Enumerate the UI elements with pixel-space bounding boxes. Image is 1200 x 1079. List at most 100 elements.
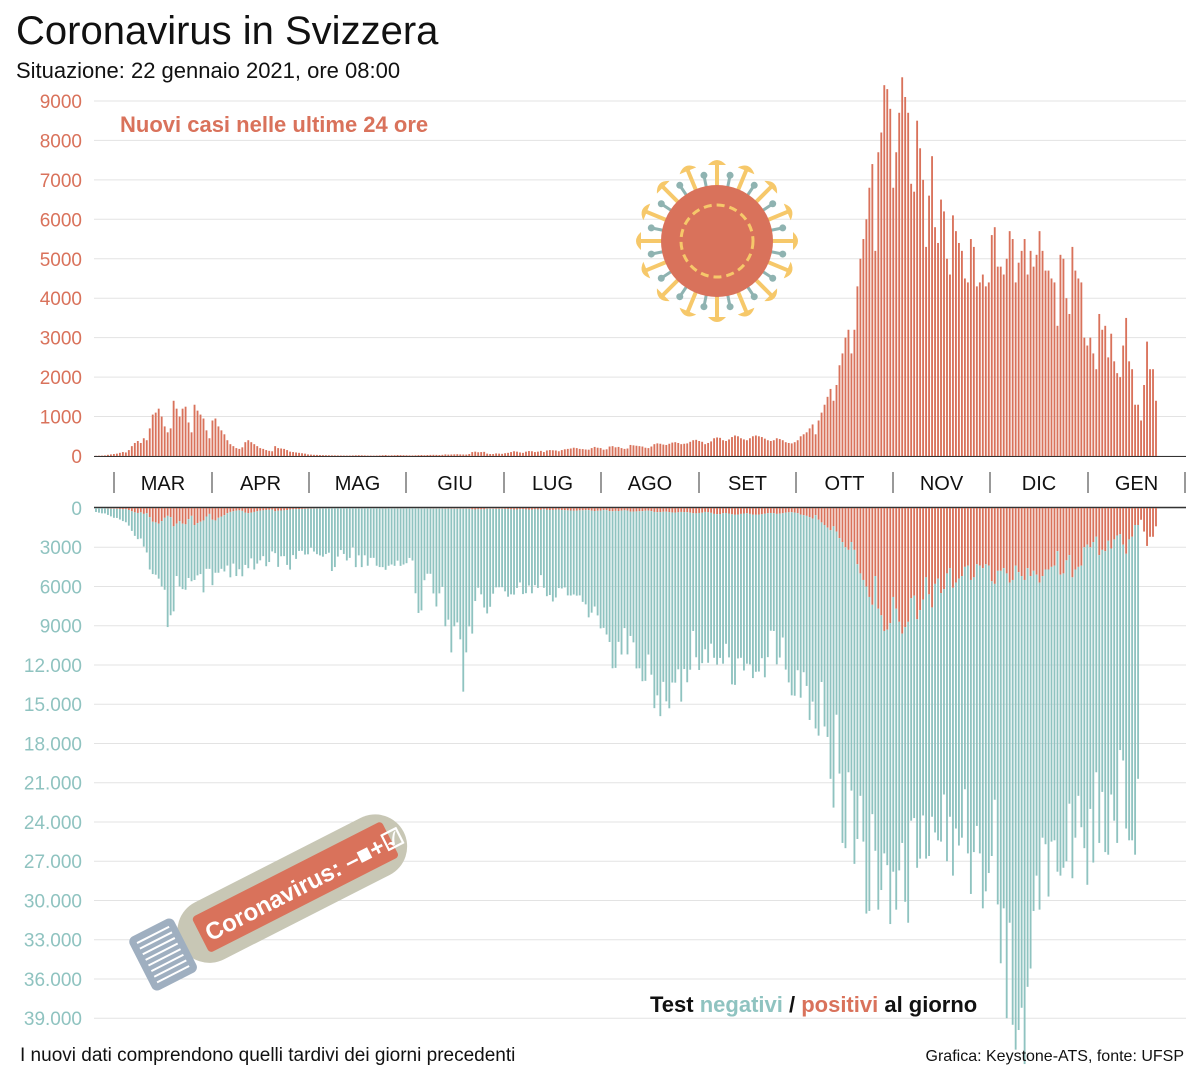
lower-y-tick-label: 30.000 — [24, 891, 82, 912]
bar-test-positivi — [781, 508, 784, 514]
bar-nuovi-casi — [919, 148, 922, 457]
bar-nuovi-casi — [913, 191, 916, 456]
bar-test-positivi — [280, 508, 283, 511]
bar-test-positivi — [916, 508, 919, 620]
bar-test-negativi — [217, 517, 220, 573]
bar-test-positivi — [614, 508, 617, 511]
bar-test-negativi — [778, 513, 781, 658]
bar-test-negativi — [581, 510, 584, 602]
bar-nuovi-casi — [148, 428, 151, 456]
bar-test-negativi — [118, 509, 121, 520]
bar-nuovi-casi — [823, 404, 826, 456]
bar-test-negativi — [653, 511, 656, 709]
bar-nuovi-casi — [274, 446, 277, 456]
bar-nuovi-casi — [972, 246, 975, 456]
bar-nuovi-casi — [952, 215, 954, 456]
bar-test-positivi — [1023, 508, 1026, 580]
bar-test-negativi — [922, 599, 925, 816]
bar-test-positivi — [847, 508, 850, 550]
bar-test-positivi — [805, 508, 808, 516]
bar-test-negativi — [566, 510, 569, 596]
bar-nuovi-casi — [492, 454, 495, 456]
lower-y-tick-label: 18.000 — [24, 734, 82, 755]
bar-test-positivi — [1140, 508, 1142, 520]
virus-spike-knob — [700, 171, 708, 179]
bar-test-positivi — [644, 508, 647, 511]
bar-nuovi-casi — [731, 437, 733, 456]
bar-test-positivi — [734, 508, 736, 515]
bar-test-positivi — [235, 508, 238, 511]
bar-test-positivi — [510, 508, 512, 510]
bar-test-negativi — [220, 516, 223, 569]
bar-test-negativi — [384, 508, 387, 570]
bar-test-positivi — [468, 508, 471, 509]
bar-nuovi-casi — [728, 439, 730, 456]
bar-test-positivi — [1017, 508, 1020, 573]
bar-nuovi-casi — [668, 443, 671, 456]
bar-nuovi-casi — [1083, 337, 1086, 456]
bar-test-negativi — [253, 511, 256, 570]
bar-nuovi-casi — [713, 438, 716, 456]
virus-spike-knob — [657, 200, 665, 208]
bar-nuovi-casi — [426, 455, 429, 456]
bar-test-negativi — [112, 508, 115, 518]
bar-test-negativi — [638, 511, 641, 669]
bar-test-negativi — [1032, 570, 1035, 911]
bar-test-negativi — [958, 578, 960, 846]
bar-nuovi-casi — [121, 452, 124, 456]
bar-test-negativi — [396, 508, 399, 561]
bar-test-positivi — [823, 508, 826, 526]
bar-test-positivi — [966, 508, 969, 566]
bar-test-negativi — [489, 508, 492, 607]
bar-nuovi-casi — [1107, 357, 1110, 457]
bar-test-positivi — [1053, 508, 1056, 566]
bar-nuovi-casi — [880, 132, 883, 456]
bar-test-positivi — [740, 508, 742, 514]
bar-nuovi-casi — [172, 400, 175, 456]
bar-nuovi-casi — [313, 454, 315, 456]
bar-test-negativi — [1035, 574, 1038, 876]
bar-nuovi-casi — [647, 448, 650, 456]
bar-test-negativi — [548, 509, 551, 595]
bar-nuovi-casi — [157, 408, 160, 456]
bar-test-negativi — [820, 522, 823, 682]
bar-test-positivi — [118, 508, 121, 510]
bar-test-negativi — [169, 517, 172, 616]
upper-chart-label: Nuovi casi nelle ultime 24 ore — [120, 112, 429, 137]
bar-test-negativi — [1134, 525, 1137, 855]
bar-nuovi-casi — [680, 444, 683, 456]
bar-test-positivi — [139, 508, 142, 513]
bar-nuovi-casi — [551, 450, 554, 456]
bar-test-negativi — [504, 508, 506, 592]
bar-test-negativi — [698, 512, 701, 670]
bar-test-positivi — [495, 508, 498, 509]
bar-test-positivi — [1068, 508, 1071, 556]
bar-nuovi-casi — [519, 452, 521, 456]
bar-test-negativi — [599, 510, 602, 629]
bar-nuovi-casi — [196, 410, 199, 456]
bar-test-positivi — [692, 508, 695, 514]
page-subtitle: Situazione: 22 gennaio 2021, ore 08:00 — [16, 58, 401, 83]
bar-nuovi-casi — [1059, 254, 1062, 456]
bar-test-positivi — [492, 508, 495, 509]
upper-y-tick-label: 7000 — [40, 171, 82, 192]
bar-test-positivi — [501, 508, 504, 509]
bar-test-positivi — [605, 508, 608, 511]
bar-test-negativi — [587, 510, 590, 618]
bar-test-positivi — [1005, 508, 1008, 574]
bar-nuovi-casi — [1098, 313, 1101, 456]
bar-nuovi-casi — [760, 437, 763, 456]
bar-test-positivi — [1014, 508, 1017, 566]
bar-test-negativi — [826, 527, 829, 737]
bar-nuovi-casi — [716, 437, 718, 456]
bar-test-negativi — [375, 508, 378, 566]
bar-test-negativi — [1002, 568, 1005, 909]
bar-test-negativi — [814, 515, 817, 729]
bar-nuovi-casi — [844, 337, 847, 456]
bar-test-negativi — [160, 521, 163, 587]
bar-test-negativi — [319, 508, 321, 556]
bar-nuovi-casi — [241, 447, 244, 456]
bar-nuovi-casi — [384, 455, 387, 456]
bar-test-negativi — [399, 508, 402, 566]
bar-test-positivi — [883, 508, 886, 631]
